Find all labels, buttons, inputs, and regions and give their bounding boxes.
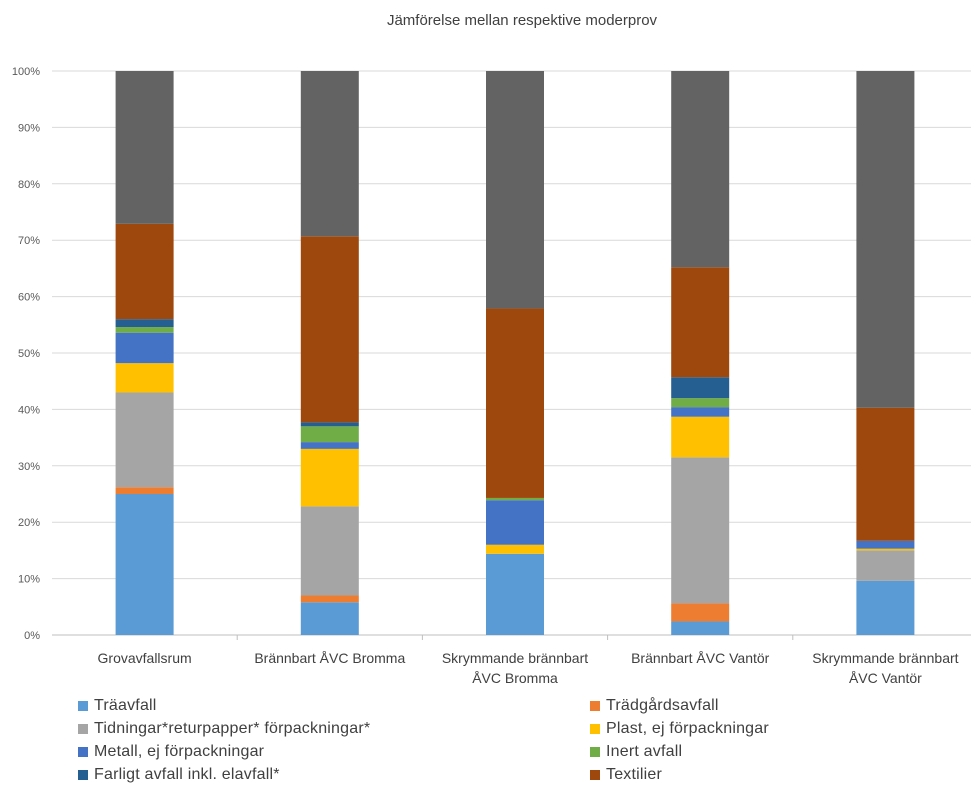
- legend-item: Plast, ej förpackningar: [590, 718, 950, 740]
- chart-title: Jämförelse mellan respektive moderprov: [387, 12, 658, 29]
- bar-stack: [856, 71, 915, 635]
- bar-segment: [856, 71, 915, 408]
- legend-label: Inert avfall: [606, 743, 683, 760]
- legend-swatch: [78, 770, 88, 780]
- bar-segment: [300, 426, 359, 443]
- legend-item: Inert avfall: [590, 741, 950, 763]
- bar-stack: [115, 71, 174, 635]
- legend-swatch: [590, 747, 600, 757]
- bar-segment: [856, 580, 915, 635]
- legend-item: Farligt avfall inkl. elavfall*: [78, 764, 590, 786]
- bar-stack: [486, 71, 544, 635]
- legend-item: Metall, ej förpackningar: [78, 741, 590, 763]
- y-tick-label: 30%: [18, 461, 40, 473]
- legend-label: Trädgårdsavfall: [606, 697, 719, 714]
- bar-segment: [856, 407, 915, 541]
- x-tick-label: Skrymmande brännbart: [442, 650, 588, 666]
- legend: Träavfall Trädgårdsavfall Tidningar*returp…: [78, 695, 958, 786]
- bar-segment: [671, 603, 730, 622]
- y-tick-label: 40%: [18, 404, 40, 416]
- y-axis: 0% 10% 20% 30% 40% 50% 60% 70% 80% 90% 100%: [12, 66, 40, 642]
- x-tick-label: Brännbart ÅVC Vantör: [631, 650, 770, 666]
- x-axis: Grovavfallsrum Brännbart ÅVC Bromma Skrymm…: [98, 635, 959, 686]
- legend-item: Textilier: [590, 764, 950, 786]
- legend-label: Textilier: [606, 766, 663, 783]
- bar-segment: [300, 448, 359, 507]
- legend-label: Träavfall: [94, 697, 157, 714]
- y-tick-label: 80%: [18, 179, 40, 191]
- y-tick-label: 60%: [18, 292, 40, 304]
- bar-segment: [300, 442, 359, 449]
- bar-segment: [115, 363, 174, 393]
- y-tick-label: 0%: [24, 630, 40, 642]
- bar-segment: [300, 422, 359, 427]
- stacked-bar-chart: Jämförelse mellan respektive moderprov 0…: [12, 12, 971, 686]
- bar-segment: [486, 544, 544, 554]
- bar-segment: [115, 223, 174, 320]
- bar-segment: [671, 377, 730, 399]
- legend-item: Tidningar*returpapper* förpackningar*: [78, 718, 590, 740]
- y-tick-label: 100%: [12, 66, 40, 78]
- bar-segment: [115, 332, 174, 364]
- legend-label: Farligt avfall inkl. elavfall*: [94, 766, 280, 783]
- bar-segment: [671, 407, 730, 417]
- bar-segment: [115, 327, 174, 333]
- legend-swatch: [590, 724, 600, 734]
- bar-stack: [300, 71, 359, 635]
- legend-swatch: [590, 770, 600, 780]
- bar-segment: [486, 500, 544, 545]
- legend-swatch: [78, 724, 88, 734]
- legend-swatch: [78, 701, 88, 711]
- bar-stack: [671, 71, 730, 635]
- bar-segment: [300, 602, 359, 635]
- bar-segment: [671, 71, 730, 268]
- bar-segment: [856, 550, 915, 581]
- bar-segment: [300, 71, 359, 237]
- bar-segment: [671, 416, 730, 458]
- y-tick-label: 20%: [18, 517, 40, 529]
- bars: [115, 71, 915, 635]
- bar-segment: [486, 497, 544, 501]
- bar-segment: [300, 506, 359, 596]
- bar-segment: [115, 494, 174, 635]
- bar-segment: [300, 236, 359, 423]
- legend-label: Metall, ej förpackningar: [94, 743, 265, 760]
- bar-segment: [856, 548, 915, 551]
- bar-segment: [115, 392, 174, 488]
- bar-segment: [856, 540, 915, 549]
- bar-segment: [671, 621, 730, 635]
- x-tick-label: Skrymmande brännbart: [812, 650, 958, 666]
- bar-segment: [115, 71, 174, 224]
- y-tick-label: 50%: [18, 348, 40, 360]
- legend-swatch: [78, 747, 88, 757]
- bar-segment: [486, 308, 544, 498]
- bar-segment: [671, 267, 730, 378]
- bar-segment: [115, 319, 174, 328]
- bar-segment: [671, 457, 730, 604]
- legend-item: Träavfall: [78, 695, 590, 717]
- y-tick-label: 90%: [18, 122, 40, 134]
- x-tick-label: Brännbart ÅVC Bromma: [254, 650, 405, 666]
- bar-segment: [486, 71, 544, 309]
- x-tick-label: ÅVC Bromma: [472, 670, 558, 686]
- y-tick-label: 70%: [18, 235, 40, 247]
- legend-item: Trädgårdsavfall: [590, 695, 950, 717]
- bar-segment: [115, 487, 174, 494]
- x-tick-label: Grovavfallsrum: [98, 650, 192, 666]
- legend-label: Plast, ej förpackningar: [606, 720, 769, 737]
- bar-segment: [300, 595, 359, 603]
- y-tick-label: 10%: [18, 574, 40, 586]
- legend-label: Tidningar*returpapper* förpackningar*: [94, 720, 371, 737]
- bar-segment: [671, 398, 730, 408]
- bar-segment: [486, 553, 544, 635]
- x-tick-label: ÅVC Vantör: [849, 670, 922, 686]
- legend-swatch: [590, 701, 600, 711]
